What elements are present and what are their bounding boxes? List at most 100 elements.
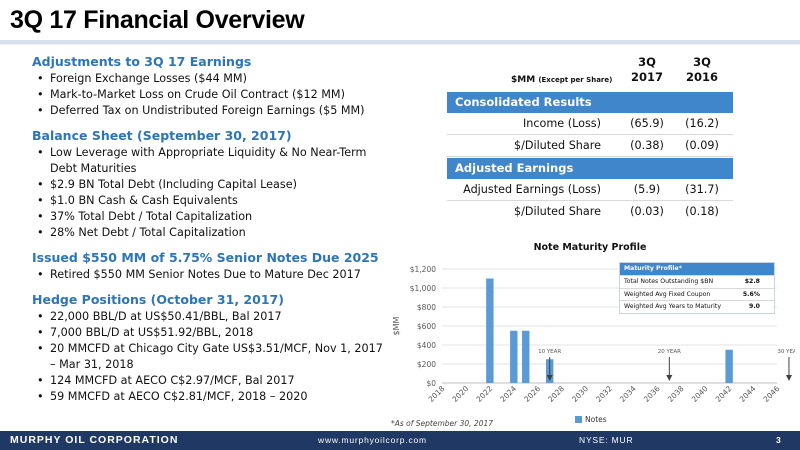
maturity-profile-box: Maturity Profile* Total Notes Outstandin… — [619, 262, 775, 314]
row-label: Adjusted Earnings (Loss) — [463, 183, 601, 196]
chart-footnote: *As of September 30, 2017 — [391, 419, 494, 428]
list-item: 37% Total Debt / Total Capitalization — [32, 209, 432, 225]
note-maturity-chart-svg: Note Maturity Profile $0 $200 $400 $600 $800 $… — [392, 242, 795, 424]
list-item: Mark-to-Market Loss on Crude Oil Contrac… — [32, 87, 432, 103]
column-header-line: 2016 — [685, 70, 718, 84]
bar-2022 — [486, 278, 494, 383]
table-row: Weighted Avg Years to Maturity 9.0 — [620, 300, 774, 313]
table-row: Total Notes Outstanding $BN $2.8 — [620, 275, 774, 288]
note-maturity-chart: Note Maturity Profile $0 $200 $400 $600 $800 $… — [385, 236, 795, 432]
x-tick-label: 2042 — [714, 384, 734, 404]
table-row: Income (Loss) (65.9) (16.2) — [447, 113, 733, 135]
company-name: MURPHY OIL CORPORATION — [10, 434, 179, 446]
maturity-label: Total Notes Outstanding $BN — [624, 278, 714, 285]
list-item: Low Leverage with Appropriate Liquidity … — [32, 145, 432, 177]
row-label: $/Diluted Share — [513, 205, 601, 218]
list-item: 28% Net Debt / Total Capitalization — [32, 225, 432, 241]
balance-sheet-list: Low Leverage with Appropriate Liquidity … — [32, 145, 432, 241]
section-heading-adjustments: Adjustments to 3Q 17 Earnings — [32, 54, 252, 69]
maturity-profile-header: Maturity Profile* — [620, 263, 774, 275]
value-2017: (5.9) — [633, 183, 661, 196]
y-tick-label: $800 — [417, 303, 436, 312]
value-2017: (65.9) — [630, 117, 664, 130]
adjustments-list: Foreign Exchange Losses ($44 MM) Mark-to… — [32, 71, 432, 119]
unit-note: (Except per Share) — [538, 76, 613, 84]
page-title: 3Q 17 Financial Overview — [10, 6, 305, 34]
column-header-3q2017: 3Q 2017 — [623, 55, 671, 85]
annotation-arrow-head — [785, 375, 792, 381]
y-tick-label: $200 — [417, 360, 436, 369]
column-header-line: 3Q — [638, 55, 656, 69]
x-tick-label: 2036 — [642, 384, 662, 404]
bar-2042 — [725, 349, 733, 383]
list-item: 124 MMCFD at AECO C$2.97/MCF, Bal 2017 — [32, 373, 432, 389]
website-link[interactable]: www.murphyoilcorp.com — [318, 435, 427, 445]
bar-2024 — [510, 330, 518, 383]
value-2017: (0.03) — [630, 205, 664, 218]
x-tick-label: 2020 — [450, 384, 470, 404]
list-item: 22,000 BBL/D at US$50.41/BBL, Bal 2017 — [32, 309, 432, 325]
unit-label: $MM (Except per Share) — [511, 75, 612, 85]
adjusted-earnings-band: Adjusted Earnings — [447, 158, 733, 179]
list-item: $1.0 BN Cash & Cash Equivalents — [32, 193, 432, 209]
value-2016: (0.18) — [685, 205, 719, 218]
column-header-line: 2017 — [630, 70, 663, 84]
legend-swatch — [575, 416, 582, 423]
annotation-arrow-head — [666, 375, 673, 381]
x-tick-label: 2038 — [666, 384, 686, 404]
bar-2025 — [522, 330, 530, 383]
annotation-label: 10 YEAR — [538, 349, 561, 355]
section-heading-balance-sheet: Balance Sheet (September 30, 2017) — [32, 128, 292, 143]
overview-bullets: Adjustments to 3Q 17 Earnings Foreign Ex… — [32, 52, 432, 405]
row-label: $/Diluted Share — [513, 139, 601, 152]
x-tick-label: 2022 — [474, 384, 494, 404]
x-tick-label: 2024 — [498, 384, 518, 404]
x-tick-label: 2034 — [618, 384, 638, 404]
list-item: Foreign Exchange Losses ($44 MM) — [32, 71, 432, 87]
value-2016: (31.7) — [685, 183, 719, 196]
annotation-label: 30 YEAR — [777, 349, 795, 355]
list-item: 7,000 BBL/D at US$51.92/BBL, 2018 — [32, 325, 432, 341]
y-tick-label: $1,200 — [410, 265, 436, 274]
stock-ticker: NYSE: MUR — [579, 435, 634, 445]
value-2016: (0.09) — [685, 139, 719, 152]
x-tick-label: 2030 — [570, 384, 590, 404]
y-tick-label: $0 — [426, 379, 436, 388]
footer-bar: MURPHY OIL CORPORATION www.murphyoilcorp… — [0, 431, 800, 450]
column-header-3q2016: 3Q 2016 — [678, 55, 726, 85]
column-header-line: 3Q — [693, 55, 711, 69]
senior-notes-list: Retired $550 MM Senior Notes Due to Matu… — [32, 267, 432, 283]
list-item: $2.9 BN Total Debt (Including Capital Le… — [32, 177, 432, 193]
unit-text: $MM — [511, 75, 536, 85]
value-2016: (16.2) — [685, 117, 719, 130]
table-header: $MM (Except per Share) 3Q 2017 3Q 2016 — [447, 55, 733, 91]
financial-results-table: $MM (Except per Share) 3Q 2017 3Q 2016 Con… — [447, 55, 733, 223]
annotation-arrow-head — [546, 375, 553, 381]
section-heading-senior-notes: Issued $550 MM of 5.75% Senior Notes Due… — [32, 250, 379, 265]
x-tick-label: 2028 — [546, 384, 566, 404]
section-heading-hedge-positions: Hedge Positions (October 31, 2017) — [32, 292, 284, 307]
table-row: Weighted Avg Fixed Coupon 5.6% — [620, 287, 774, 301]
y-tick-label: $600 — [417, 322, 436, 331]
value-2017: (0.38) — [630, 139, 664, 152]
consolidated-results-band: Consolidated Results — [447, 92, 733, 113]
x-tick-label: 2044 — [738, 384, 758, 404]
maturity-label: Weighted Avg Years to Maturity — [624, 303, 721, 310]
x-tick-label: 2032 — [594, 384, 614, 404]
title-divider — [0, 40, 800, 44]
list-item: Retired $550 MM Senior Notes Due to Matu… — [32, 267, 432, 283]
page-number: 3 — [776, 435, 781, 445]
y-tick-label: $400 — [417, 341, 436, 350]
y-axis-label: $MM — [392, 316, 401, 335]
x-tick-label: 2040 — [690, 384, 710, 404]
row-label: Income (Loss) — [523, 117, 601, 130]
maturity-value: 5.6% — [742, 290, 760, 298]
x-tick-label: 2046 — [762, 384, 782, 404]
maturity-value: 9.0 — [749, 303, 760, 310]
y-tick-label: $1,000 — [410, 284, 436, 293]
legend-label: Notes — [585, 415, 607, 424]
list-item: Deferred Tax on Undistributed Foreign Ea… — [32, 103, 432, 119]
chart-title: Note Maturity Profile — [534, 242, 647, 253]
list-item: 59 MMCFD at AECO C$2.81/MCF, 2018 – 2020 — [32, 389, 432, 405]
table-row: $/Diluted Share (0.03) (0.18) — [447, 201, 733, 223]
